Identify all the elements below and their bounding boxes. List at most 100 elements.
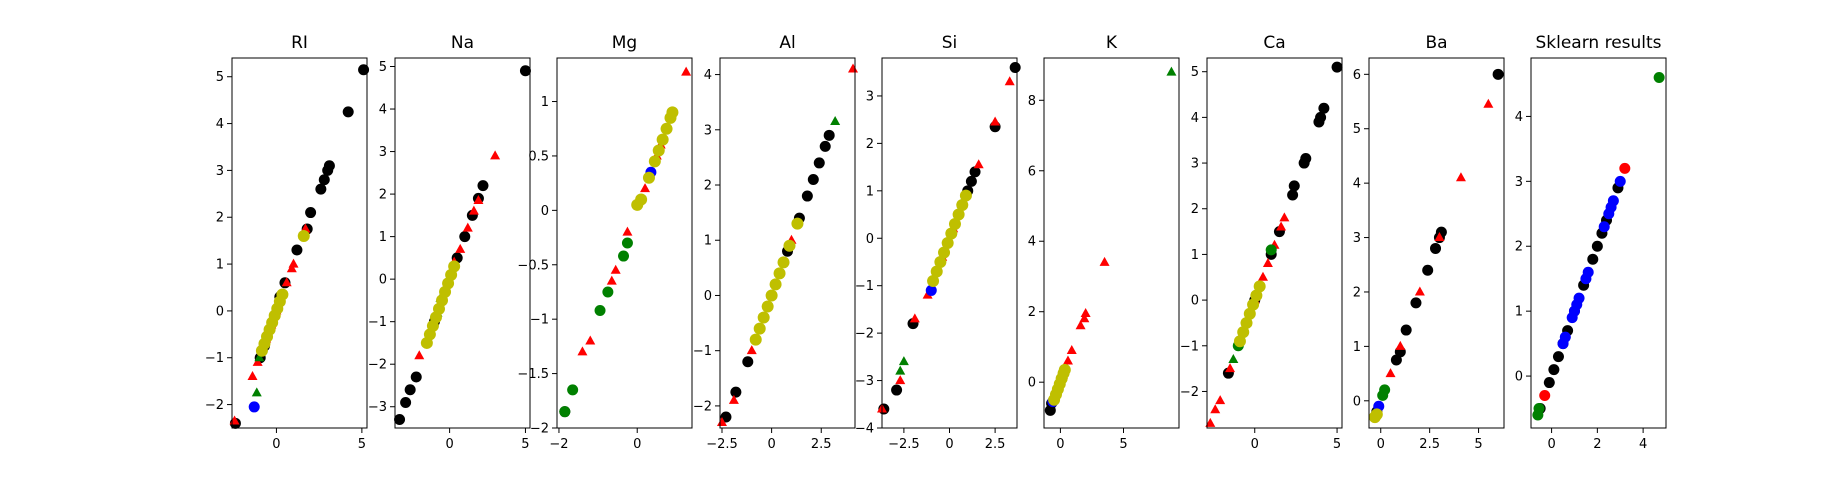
data-point-red-circle: [1619, 162, 1631, 174]
y-tick-label: 3: [866, 89, 874, 104]
data-point-yellow-circle: [1058, 363, 1071, 376]
data-point-yellow-circle: [1243, 307, 1256, 320]
x-tick-label: 0: [767, 437, 775, 452]
data-point-red-triangle: [1205, 417, 1216, 427]
y-tick-label: 4: [1028, 235, 1036, 250]
data-point-yellow-circle: [948, 218, 961, 231]
x-tick-label: 5: [1474, 437, 1482, 452]
data-point-green-circle: [594, 304, 606, 316]
data-point-red-triangle: [1385, 368, 1396, 378]
y-tick-label: 0: [704, 289, 712, 304]
data-point-yellow-circle: [765, 289, 778, 302]
y-tick-label: 2: [1515, 240, 1523, 255]
y-tick-label: −1: [205, 351, 224, 366]
y-tick-label: −3: [368, 400, 387, 415]
data-point-red-triangle: [585, 335, 596, 345]
y-tick-label: 1: [1191, 248, 1199, 263]
data-point-red-triangle: [286, 263, 297, 273]
x-tick-label: 5: [521, 437, 529, 452]
data-point-blue-circle: [925, 284, 937, 296]
data-point-red-triangle: [281, 277, 292, 287]
data-point-yellow-circle: [927, 274, 940, 287]
y-tick-label: 8: [1028, 94, 1036, 109]
y-tick-label: 2: [379, 188, 387, 203]
y-tick-label: 1: [379, 230, 387, 245]
data-point-yellow-circle: [934, 255, 947, 268]
data-point-red-triangle: [288, 258, 299, 268]
data-point-black-circle: [819, 140, 831, 152]
y-tick-label: −1: [855, 279, 874, 294]
subplot-2: Mg −2 0 −2 −1.5 −1 −0.5 0 0.5 1: [517, 33, 693, 452]
data-point-yellow-circle: [1247, 298, 1260, 311]
axes-frame: [1043, 57, 1180, 429]
data-point-black-circle: [1009, 61, 1021, 73]
subplot-title: Sklearn results: [1535, 33, 1661, 53]
x-tick-label: 2.5: [811, 437, 832, 452]
data-point-green-triangle: [254, 352, 265, 362]
data-point-black-circle: [1492, 68, 1504, 80]
y-tick-label: 5: [216, 70, 224, 85]
x-tick-label: 0: [633, 437, 641, 452]
data-point-black-circle: [891, 384, 903, 396]
data-point-yellow-circle: [956, 199, 969, 212]
data-point-black-circle: [1318, 102, 1330, 114]
data-point-red-triangle: [455, 243, 466, 253]
data-point-black-circle: [1390, 354, 1402, 366]
data-point-green-triangle: [830, 116, 841, 126]
y-tick-label: 3: [1515, 175, 1523, 190]
data-point-green-circle: [1533, 403, 1545, 415]
data-point-red-triangle: [1276, 221, 1287, 231]
data-point-yellow-circle: [652, 144, 665, 157]
y-tick-label: 1: [541, 95, 549, 110]
y-tick-label: 0: [866, 232, 874, 247]
data-point-red-triangle: [606, 275, 617, 285]
data-point-red-triangle: [895, 375, 906, 385]
data-point-green-triangle: [1166, 66, 1177, 76]
data-point-black-circle: [969, 166, 981, 178]
data-point-yellow-circle: [297, 229, 310, 242]
data-point-red-triangle: [252, 356, 263, 366]
data-point-black-circle: [318, 174, 330, 186]
y-tick-label: 3: [704, 123, 712, 138]
y-tick-label: −2: [205, 398, 224, 413]
x-tick-label: 5: [1333, 437, 1341, 452]
y-tick-label: 4: [704, 68, 712, 83]
data-point-red-triangle: [681, 66, 692, 76]
data-point-black-circle: [394, 413, 406, 425]
data-point-yellow-circle: [941, 237, 954, 249]
data-point-black-circle: [404, 384, 416, 396]
y-tick-label: 4: [1515, 110, 1523, 125]
data-point-red-circle: [1539, 390, 1551, 402]
y-tick-label: 1: [866, 184, 874, 199]
data-point-yellow-circle: [276, 288, 289, 301]
data-point-black-circle: [1331, 61, 1343, 73]
data-point-yellow-circle: [930, 265, 943, 278]
y-tick-label: 0: [379, 273, 387, 288]
data-point-green-triangle: [1228, 353, 1239, 363]
y-tick-label: −2: [855, 327, 874, 342]
data-point-black-circle: [400, 396, 412, 408]
data-point-black-circle: [1315, 111, 1327, 123]
data-point-yellow-circle: [773, 267, 786, 280]
data-point-yellow-circle: [952, 208, 965, 221]
y-tick-label: 4: [379, 103, 387, 118]
data-point-black-circle: [1548, 364, 1560, 376]
data-point-yellow-circle: [656, 133, 669, 146]
data-point-yellow-circle: [642, 171, 655, 184]
y-tick-label: 0: [1353, 394, 1361, 409]
data-point-black-circle: [1591, 240, 1603, 252]
y-tick-label: 2: [1191, 202, 1199, 217]
x-tick-label: 0: [1251, 437, 1259, 452]
data-point-yellow-circle: [1233, 335, 1246, 348]
subplot-title: Al: [779, 33, 795, 53]
y-tick-label: −2: [368, 358, 387, 373]
data-point-black-circle: [801, 190, 813, 202]
y-tick-label: −3: [855, 374, 874, 389]
data-point-black-circle: [1288, 180, 1300, 192]
subplot-title: Ca: [1263, 33, 1285, 53]
data-point-black-circle: [730, 386, 742, 398]
data-point-red-triangle: [728, 394, 739, 404]
x-tick-label: 2: [1593, 437, 1601, 452]
x-tick-label: 0: [1547, 437, 1555, 452]
data-point-yellow-circle: [753, 322, 766, 335]
